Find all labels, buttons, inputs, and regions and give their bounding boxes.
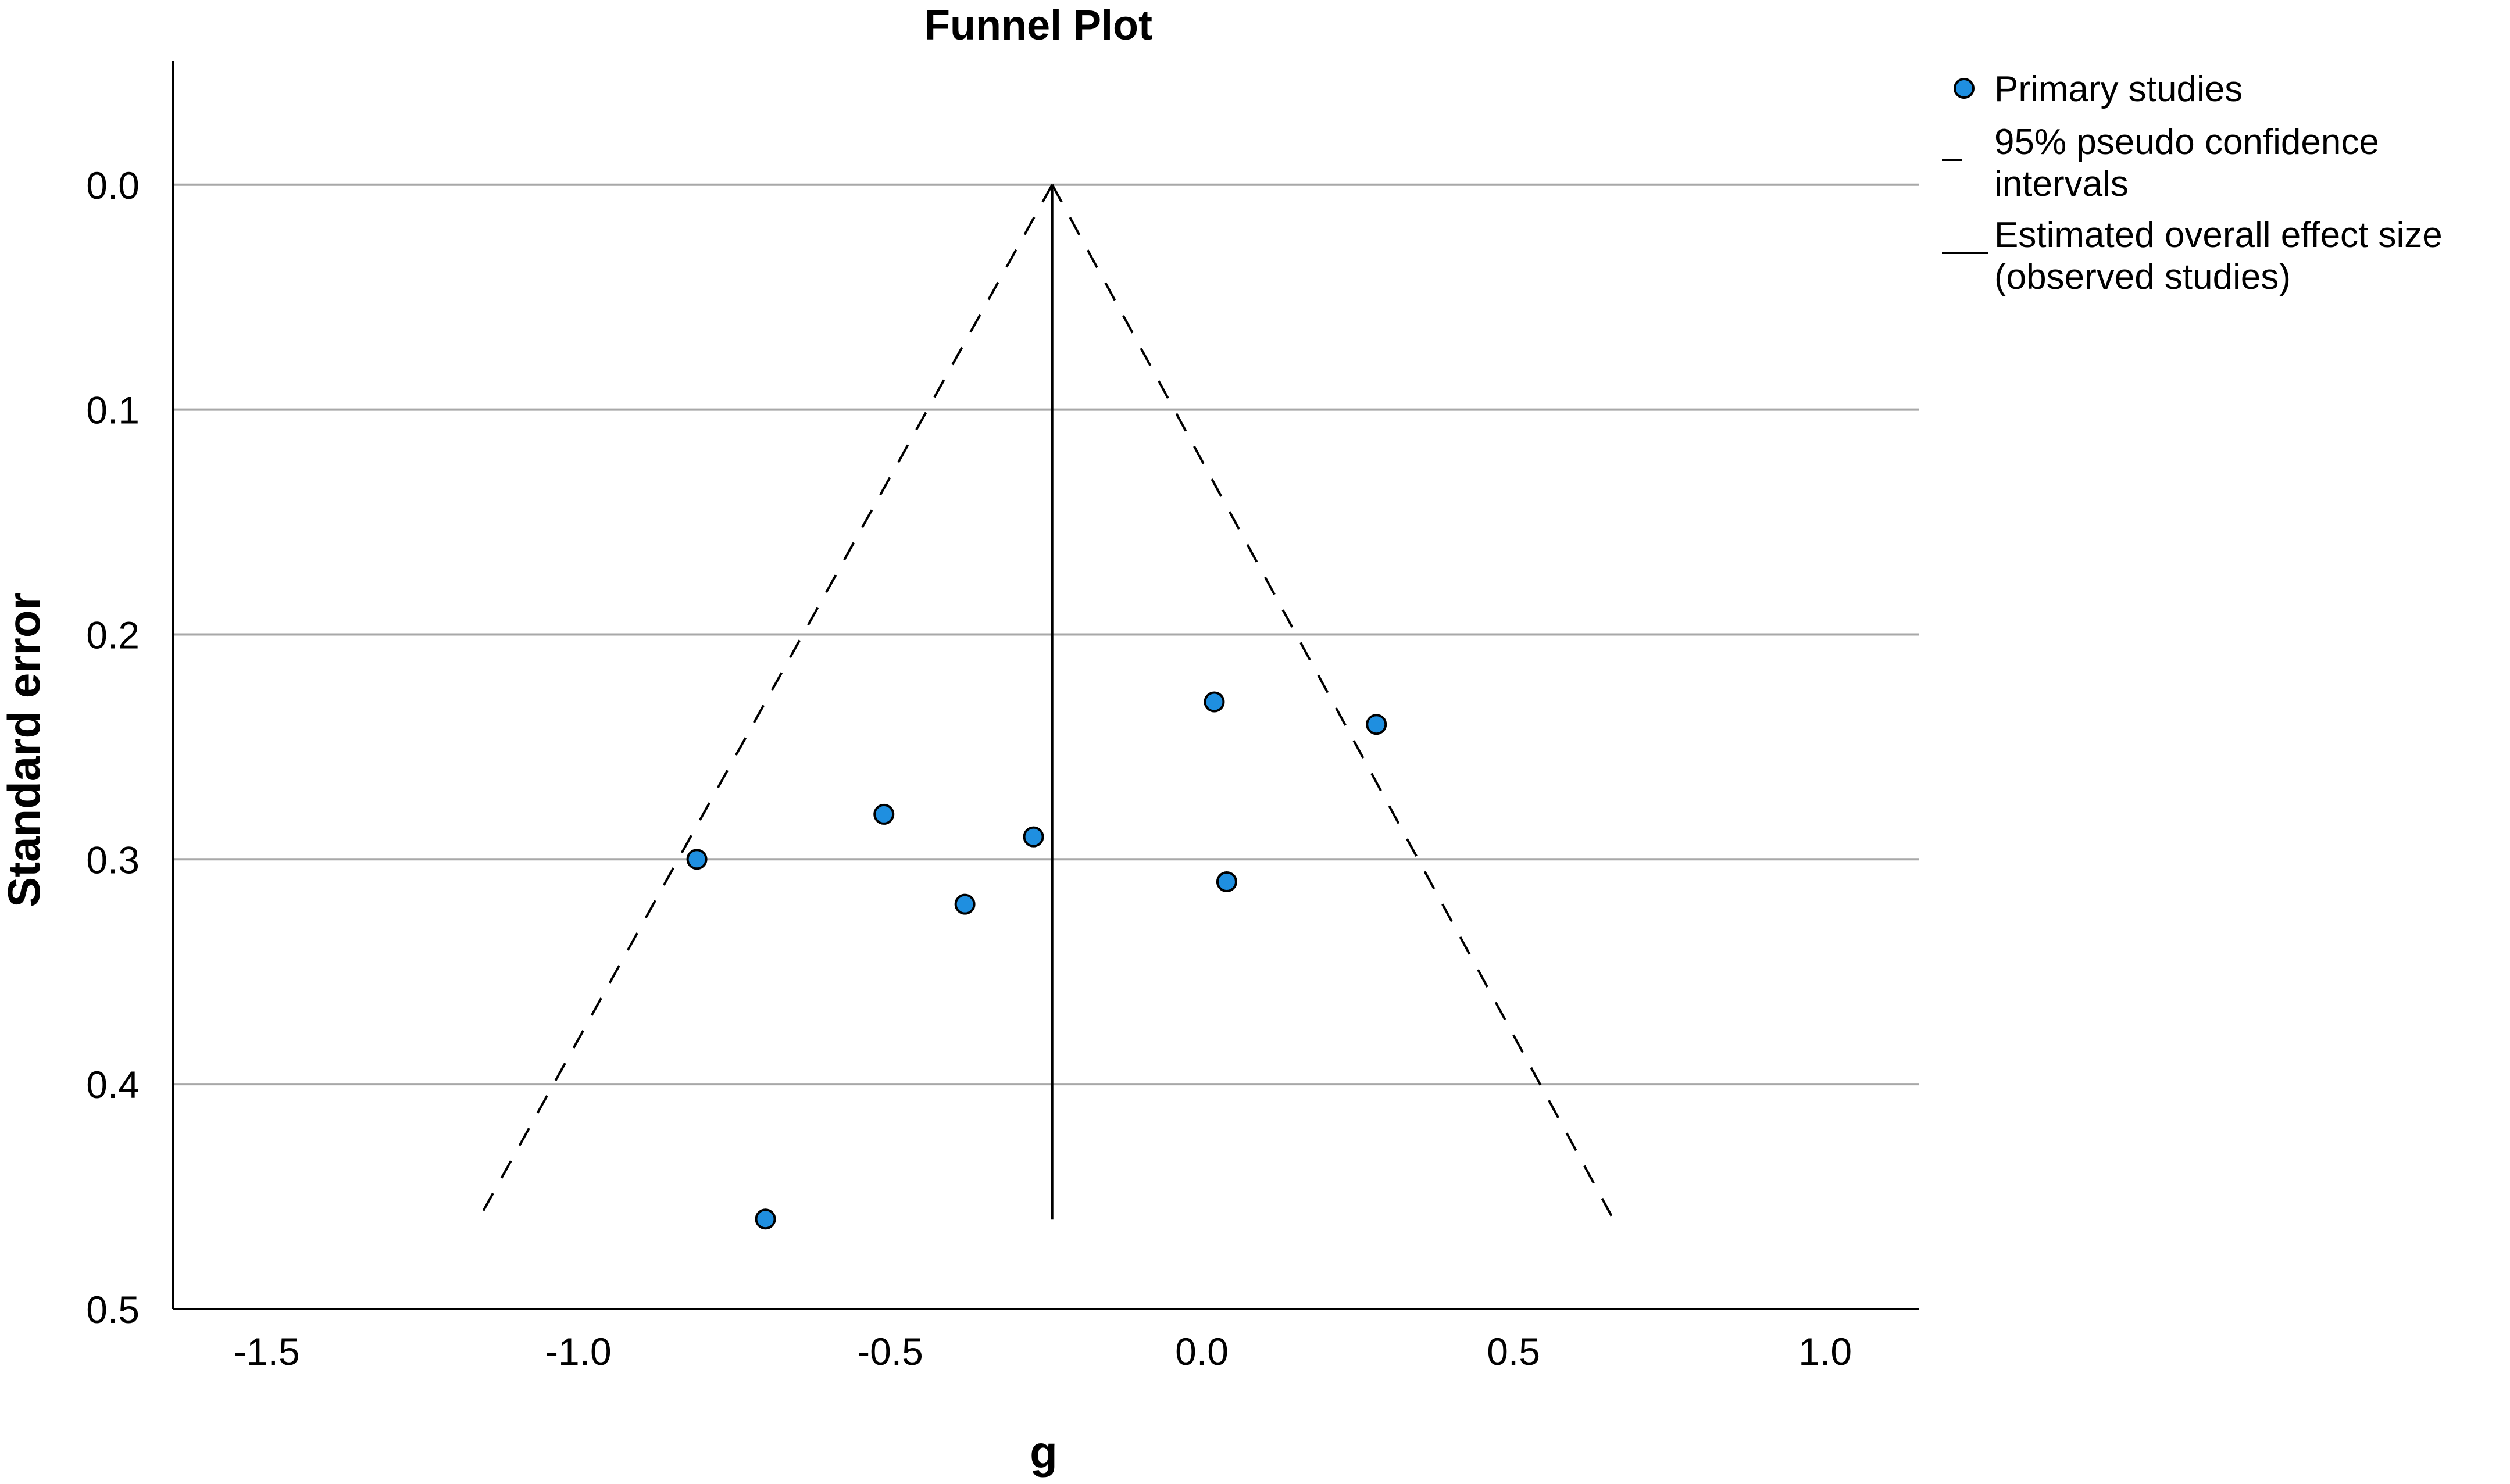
- axes: [172, 61, 1919, 1310]
- x-tick-label: 1.0: [1798, 1330, 1852, 1373]
- study-point: [1366, 714, 1387, 735]
- x-axis-label: g: [1030, 1426, 1058, 1478]
- confidence-interval-lines: [477, 184, 1615, 1220]
- x-tick-label: -1.0: [545, 1330, 612, 1373]
- legend: Primary studies 95% pseudo confidenceinte…: [1942, 69, 2443, 297]
- study-point: [1216, 871, 1237, 892]
- y-tick-label: 0.0: [86, 164, 140, 207]
- study-points: [686, 691, 1387, 1230]
- y-tick-label: 0.2: [86, 613, 140, 656]
- study-point: [1204, 691, 1225, 713]
- y-tick-label: 0.4: [86, 1063, 140, 1106]
- legend-symbol-primary-studies: [1954, 78, 1975, 99]
- x-tick-label: -1.5: [234, 1330, 300, 1373]
- y-axis-label: Standard error: [0, 592, 49, 907]
- study-point: [954, 893, 976, 915]
- legend-label: Primary studies: [1994, 69, 2243, 109]
- legend-label: Estimated overall effect size: [1994, 215, 2443, 255]
- ci-line-left: [477, 184, 1054, 1220]
- ci-line-right: [1051, 184, 1615, 1220]
- chart-title: Funnel Plot: [924, 2, 1152, 49]
- y-tick-label: 0.3: [86, 838, 140, 881]
- legend-label: intervals: [1994, 164, 2129, 204]
- legend-label: 95% pseudo confidence: [1994, 122, 2379, 162]
- study-point: [755, 1208, 776, 1230]
- x-tick-labels: -1.5 -1.0 -0.5 0.0 0.5 1.0: [234, 1330, 1852, 1373]
- grid-lines: [173, 183, 1919, 1086]
- study-point: [686, 849, 708, 870]
- study-point: [873, 803, 895, 825]
- y-tick-labels: 0.0 0.1 0.2 0.3 0.4 0.5: [86, 164, 140, 1331]
- y-tick-label: 0.1: [86, 389, 140, 432]
- y-tick-label: 0.5: [86, 1288, 140, 1331]
- x-tick-label: -0.5: [857, 1330, 923, 1373]
- study-point: [1023, 826, 1044, 848]
- legend-label: (observed studies): [1994, 257, 2291, 297]
- x-tick-label: 0.5: [1487, 1330, 1540, 1373]
- x-tick-label: 0.0: [1175, 1330, 1229, 1373]
